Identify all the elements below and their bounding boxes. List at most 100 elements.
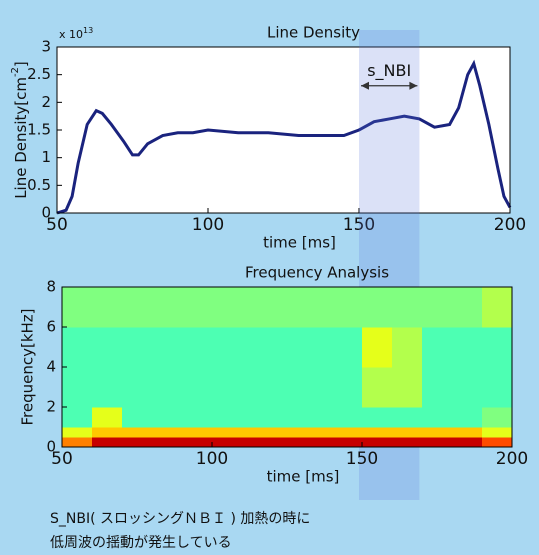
heat-cell <box>272 367 303 408</box>
heat-cell <box>482 327 513 368</box>
heat-cell <box>392 287 423 328</box>
y-tick-label: 4 <box>46 358 56 376</box>
heat-cell <box>272 327 303 368</box>
heat-cell <box>212 427 243 438</box>
heat-cell <box>182 437 213 448</box>
y-scale-base: x 10 <box>59 28 83 41</box>
heat-cell <box>212 437 243 448</box>
heat-cell <box>242 407 273 428</box>
data-line <box>56 59 512 215</box>
heat-cell <box>122 367 153 408</box>
y-axis-label: Line Density[cm-2] <box>10 61 30 199</box>
heat-cell <box>302 437 333 448</box>
heat-cell <box>452 427 483 438</box>
y-tick-label: 0.5 <box>27 176 51 194</box>
heat-cell <box>392 407 423 428</box>
heat-cell <box>482 427 513 438</box>
heat-cell <box>482 287 513 328</box>
heat-cell <box>122 327 153 368</box>
heat-cell <box>422 437 453 448</box>
heat-cell <box>122 437 153 448</box>
heat-cell <box>362 367 393 408</box>
heat-cell <box>242 327 273 368</box>
heat-cell <box>152 437 183 448</box>
heat-cell <box>152 327 183 368</box>
heat-cell <box>62 287 93 328</box>
y-tick-label: 1 <box>41 148 51 166</box>
heat-cell <box>212 367 243 408</box>
y-axis-label-part: Line Density[cm <box>12 77 30 199</box>
heat-cell <box>152 407 183 428</box>
heat-cell <box>212 327 243 368</box>
heat-cell <box>62 437 93 448</box>
y-tick-label: 2 <box>41 93 51 111</box>
x-tick-label: 50 <box>46 215 68 235</box>
heat-cell <box>392 327 423 368</box>
heat-cell <box>212 407 243 428</box>
heat-cell <box>452 367 483 408</box>
heat-cell <box>92 437 123 448</box>
y-axis-label-part: -2 <box>10 67 21 77</box>
heat-cell <box>392 437 423 448</box>
y-tick-label: 0 <box>46 438 56 456</box>
heat-cell <box>482 437 513 448</box>
heat-cell <box>62 367 93 408</box>
x-tick-label: 150 <box>346 449 378 469</box>
heat-cell <box>92 287 123 328</box>
heat-cell <box>62 427 93 438</box>
x-axis-label: time [ms] <box>263 234 336 252</box>
heat-cell <box>422 287 453 328</box>
heat-cell <box>362 327 393 368</box>
heat-cell <box>332 327 363 368</box>
heat-cell <box>452 437 483 448</box>
y-scale: x 1013 <box>59 26 93 42</box>
heat-cell <box>272 437 303 448</box>
heat-cell <box>302 287 333 328</box>
y-tick-label: 2.5 <box>27 65 51 83</box>
heat-cell <box>482 367 513 408</box>
heat-cell <box>332 367 363 408</box>
heat-cell <box>302 327 333 368</box>
heat-cell <box>92 327 123 368</box>
y-tick-label: 1.5 <box>27 121 51 139</box>
heat-cell <box>152 427 183 438</box>
x-tick-label: 50 <box>51 449 73 469</box>
heat-cell <box>182 367 213 408</box>
y-tick-label: 0 <box>41 204 51 222</box>
plot-area <box>57 47 510 213</box>
heat-cell <box>62 407 93 428</box>
x-tick-label: 200 <box>496 449 528 469</box>
heat-cell <box>452 407 483 428</box>
heat-cell <box>332 427 363 438</box>
note: 低周波の揺動が発生している <box>50 535 232 551</box>
heat-cell <box>242 437 273 448</box>
heat-cell <box>422 367 453 408</box>
heat-cell <box>302 367 333 408</box>
heat-cell <box>362 437 393 448</box>
heat-cell <box>392 427 423 438</box>
heat-cell <box>332 287 363 328</box>
heat-cell <box>242 427 273 438</box>
x-tick-label: 100 <box>196 449 228 469</box>
heat-cell <box>122 407 153 428</box>
note: S_NBI( スロッシングＮＢＩ ) 加熱の時に <box>50 511 310 527</box>
heat-cell <box>182 287 213 328</box>
chart-title: Frequency Analysis <box>245 264 389 282</box>
heat-cell <box>92 367 123 408</box>
heat-cell <box>92 407 123 428</box>
y-scale-exp: 13 <box>83 26 93 35</box>
heat-cell <box>392 367 423 408</box>
heat-cell <box>332 437 363 448</box>
heat-cell <box>182 327 213 368</box>
heat-cell <box>62 327 93 368</box>
heat-cell <box>122 427 153 438</box>
heat-cell <box>362 287 393 328</box>
heat-cell <box>362 407 393 428</box>
heat-cell <box>182 427 213 438</box>
heat-cell <box>422 327 453 368</box>
heat-cell <box>332 407 363 428</box>
heat-cell <box>272 427 303 438</box>
heat-cell <box>302 427 333 438</box>
heat-cell <box>242 287 273 328</box>
